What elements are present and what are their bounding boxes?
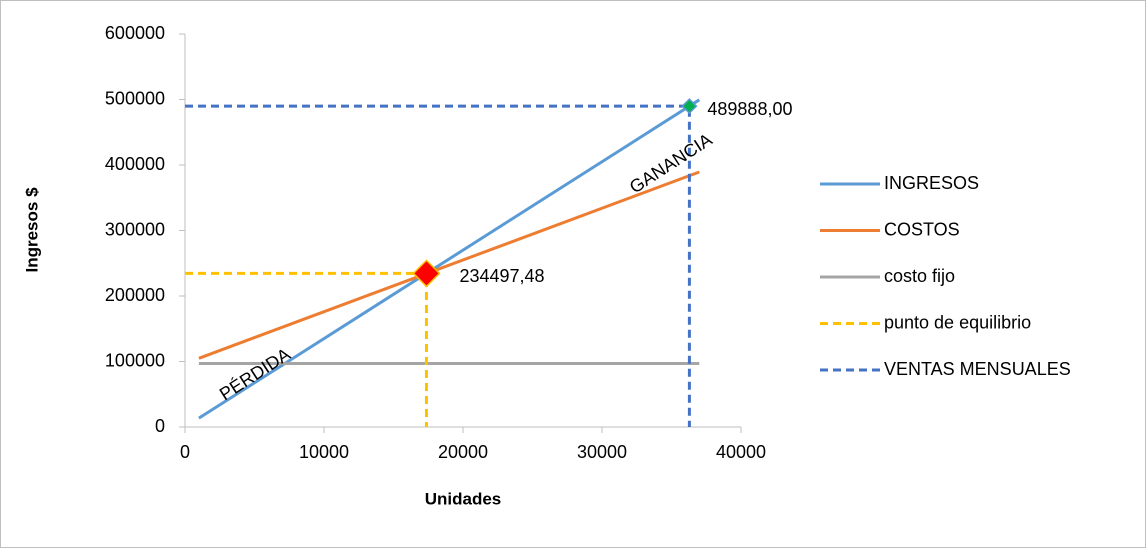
data-label: 234497,48 — [459, 266, 544, 286]
x-tick-label: 30000 — [577, 442, 627, 462]
legend-label: VENTAS MENSUALES — [884, 359, 1071, 379]
legend-label: costo fijo — [884, 266, 955, 286]
series-line — [185, 104, 691, 427]
x-axis-title: Unidades — [425, 489, 502, 508]
data-label: 489888,00 — [707, 99, 792, 119]
y-tick-label: 200000 — [105, 285, 165, 305]
x-tick-label: 20000 — [438, 442, 488, 462]
y-axis-title: Ingresos $ — [22, 187, 41, 273]
point-marker — [412, 259, 441, 288]
legend-label: COSTOS — [884, 219, 960, 239]
y-tick-label: 0 — [155, 416, 165, 436]
point-marker — [681, 98, 698, 115]
y-tick-label: 300000 — [105, 219, 165, 239]
y-tick-label: 100000 — [105, 350, 165, 370]
y-tick-label: 500000 — [105, 88, 165, 108]
series-line — [198, 170, 700, 360]
series-line — [198, 98, 701, 420]
legend-label: punto de equilibrio — [884, 312, 1031, 332]
x-tick-label: 40000 — [716, 442, 766, 462]
y-tick-label: 400000 — [105, 154, 165, 174]
y-tick-label: 600000 — [105, 23, 165, 43]
x-tick-label: 10000 — [299, 442, 349, 462]
x-tick-label: 0 — [180, 442, 190, 462]
legend-label: INGRESOS — [884, 173, 979, 193]
